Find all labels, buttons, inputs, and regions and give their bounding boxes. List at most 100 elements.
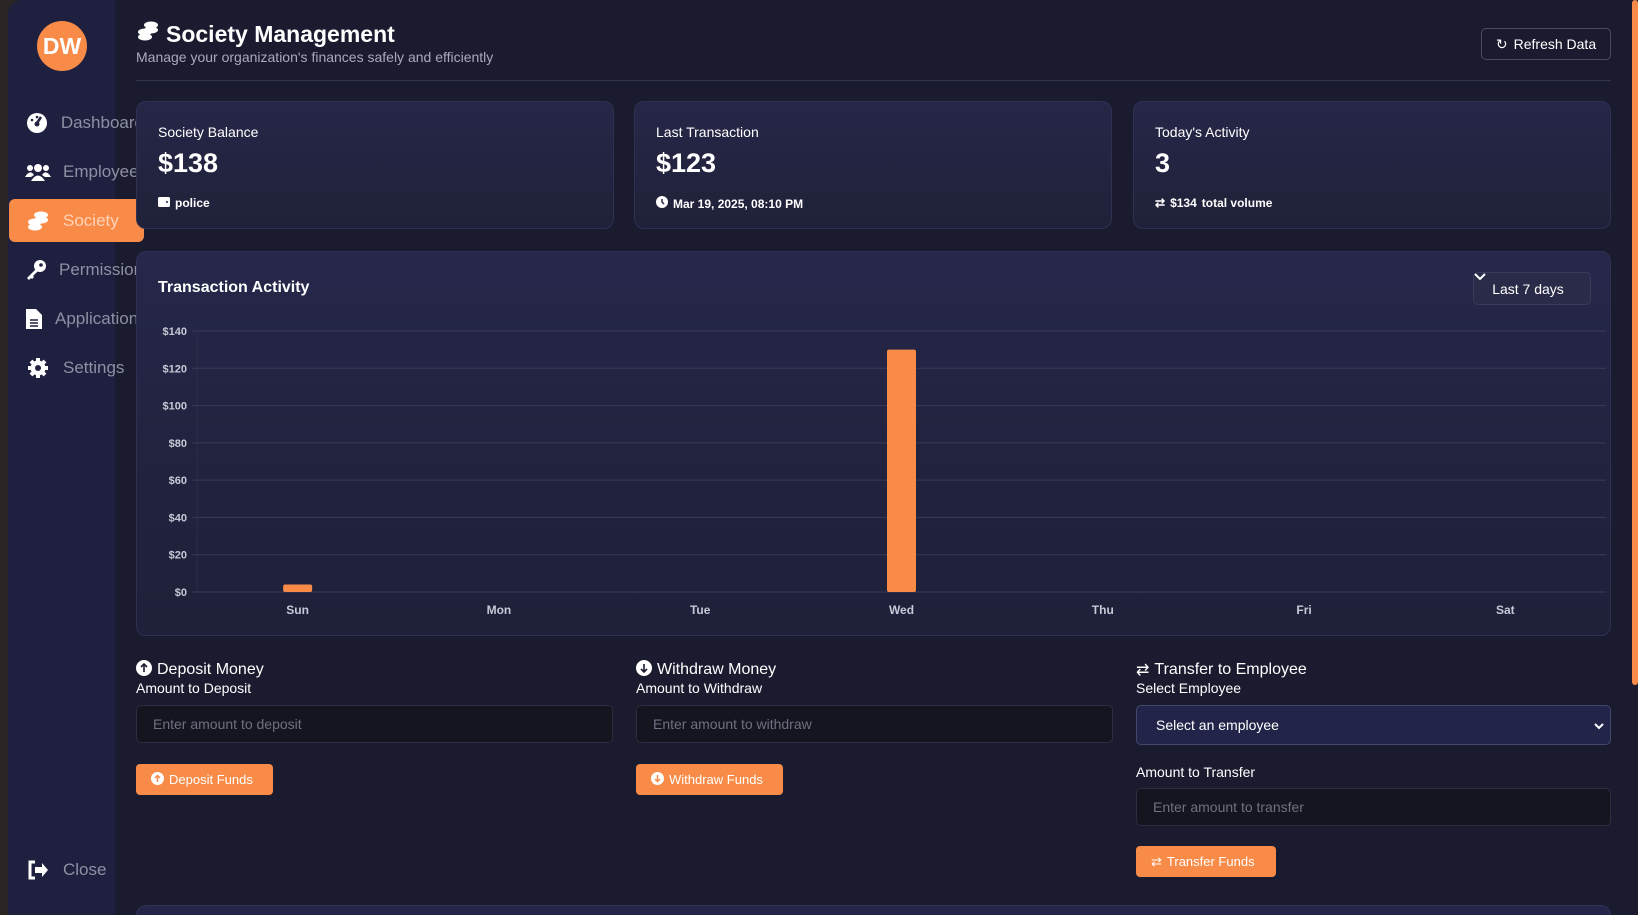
bar (887, 349, 916, 592)
x-tick-label: Thu (1092, 603, 1114, 617)
sidebar-item-label: Settings (63, 357, 125, 377)
deposit-section: Deposit Money Amount to Deposit Deposit … (136, 659, 613, 795)
sidebar-item-settings[interactable]: Settings (9, 346, 144, 389)
gear-icon (25, 357, 51, 379)
y-tick-label: $100 (163, 401, 187, 413)
exchange-icon: ⇄ (1155, 196, 1166, 210)
deposit-title: Deposit Money (157, 661, 264, 678)
chart-title: Transaction Activity (158, 279, 310, 296)
transfer-heading: ⇄ Transfer to Employee (1136, 660, 1611, 680)
deposit-amount-input[interactable] (136, 705, 613, 743)
range-dropdown[interactable]: Last 7 days (1473, 272, 1591, 305)
y-tick-label: $40 (169, 512, 187, 524)
withdraw-title: Withdraw Money (657, 661, 777, 678)
withdraw-funds-button[interactable]: Withdraw Funds (636, 764, 783, 795)
stat-card-balance: Society Balance $138 police (136, 101, 614, 229)
refresh-icon: ↻ (1495, 35, 1508, 52)
stat-sub-text: total volume (1201, 196, 1273, 210)
exchange-icon: ⇄ (1151, 853, 1162, 869)
withdraw-section: Withdraw Money Amount to Withdraw Withdr… (636, 659, 1113, 795)
avatar: DW (37, 21, 87, 71)
key-icon (25, 259, 47, 281)
y-tick-label: $60 (169, 475, 187, 487)
users-icon (25, 162, 51, 182)
sidebar-item-employees[interactable]: Employees (9, 150, 148, 193)
stat-sub-amount: $134 (1170, 196, 1197, 210)
header-divider (136, 80, 1611, 81)
x-tick-label: Tue (690, 603, 711, 617)
sidebar-item-society[interactable]: Society (9, 199, 144, 242)
x-tick-label: Fri (1296, 603, 1311, 617)
stat-value: 3 (1155, 148, 1171, 178)
y-tick-label: $0 (175, 587, 187, 599)
stat-value: $123 (656, 148, 717, 178)
transfer-funds-button[interactable]: ⇄ Transfer Funds (1136, 846, 1276, 877)
stat-label: Last Transaction (656, 124, 759, 140)
sidebar: DW (8, 0, 115, 915)
sidebar-item-dashboard[interactable]: Dashboard (9, 101, 144, 144)
coins-icon (136, 20, 160, 48)
sidebar-item-label: Permissions (59, 259, 152, 279)
stat-label: Society Balance (158, 124, 259, 140)
sidebar-item-label: Employees (63, 161, 148, 181)
x-tick-label: Wed (889, 603, 914, 617)
page-title: Society Management (136, 20, 395, 48)
stat-sub: ⇄ $134 total volume (1155, 196, 1272, 210)
transfer-button-label: Transfer Funds (1166, 854, 1255, 869)
stat-card-last-transaction: Last Transaction $123 Mar 19, 2025, 08:1… (634, 101, 1112, 229)
page-title-text: Society Management (166, 20, 395, 47)
x-tick-label: Mon (487, 603, 512, 617)
sidebar-item-label: Society (63, 210, 119, 230)
deposit-heading: Deposit Money (136, 659, 613, 681)
bar-chart: $0 $20 $40 $60 $80 $100 $120 $140 Sun Mon Tue Wed Th… (163, 326, 1606, 617)
bar (283, 584, 313, 592)
stat-card-todays-activity: Today's Activity 3 ⇄ $134 total volume (1133, 101, 1611, 229)
file-icon (25, 308, 43, 330)
stat-value: $138 (158, 148, 219, 178)
arrow-circle-up-icon (136, 659, 152, 681)
x-tick-label: Sat (1496, 603, 1515, 617)
withdraw-label: Amount to Withdraw (636, 680, 763, 696)
arrow-circle-down-icon (636, 659, 652, 681)
stat-sub: Mar 19, 2025, 08:10 PM (656, 196, 803, 211)
sidebar-item-applications[interactable]: Applications (9, 297, 147, 340)
amount-to-transfer-label: Amount to Transfer (1136, 764, 1256, 780)
clock-icon (656, 196, 668, 211)
select-employee-label: Select Employee (1136, 680, 1242, 696)
sign-out-icon (25, 860, 51, 880)
y-tick-label: $20 (169, 550, 187, 562)
sidebar-item-label: Applications (55, 308, 147, 328)
sidebar-item-permissions[interactable]: Permissions (9, 248, 152, 291)
deposit-label: Amount to Deposit (136, 680, 252, 696)
stat-sub-text: Mar 19, 2025, 08:10 PM (673, 196, 804, 211)
employee-select-value: Select an employee (1156, 717, 1279, 733)
y-tick-label: $120 (163, 363, 187, 375)
deposit-button-label: Deposit Funds (169, 772, 253, 787)
transfer-section: ⇄ Transfer to Employee Select Employee Se… (1136, 660, 1611, 877)
refresh-data-button[interactable]: ↻ Refresh Data (1481, 28, 1611, 60)
gauge-icon (25, 112, 49, 134)
bottom-card (136, 905, 1611, 915)
arrow-circle-up-icon (151, 771, 164, 788)
refresh-label: Refresh Data (1513, 36, 1597, 52)
transaction-activity-chart: $0 $20 $40 $60 $80 $100 $120 $140 Sun Mon Tue Wed Th… (136, 251, 1611, 636)
stat-sub-text: police (175, 196, 210, 210)
deposit-funds-button[interactable]: Deposit Funds (136, 764, 273, 795)
coins-icon (25, 210, 51, 232)
withdraw-heading: Withdraw Money (636, 659, 1113, 681)
chevron-down-icon (1594, 717, 1604, 733)
withdraw-amount-input[interactable] (636, 705, 1113, 743)
x-tick-label: Sun (286, 603, 309, 617)
range-value: Last 7 days (1492, 280, 1564, 297)
exchange-icon: ⇄ (1136, 662, 1150, 679)
transfer-amount-input[interactable] (1136, 788, 1611, 826)
scrollbar-thumb[interactable] (1632, 0, 1638, 685)
withdraw-button-label: Withdraw Funds (669, 772, 763, 787)
arrow-circle-down-icon (651, 771, 664, 788)
employee-select[interactable]: Select an employee (1136, 705, 1611, 745)
main-content: Society Management Manage your organizat… (136, 0, 1638, 915)
transfer-title: Transfer to Employee (1154, 661, 1307, 678)
close-button[interactable]: Close (9, 848, 144, 891)
y-tick-label: $80 (169, 438, 187, 450)
y-tick-label: $140 (163, 326, 187, 338)
